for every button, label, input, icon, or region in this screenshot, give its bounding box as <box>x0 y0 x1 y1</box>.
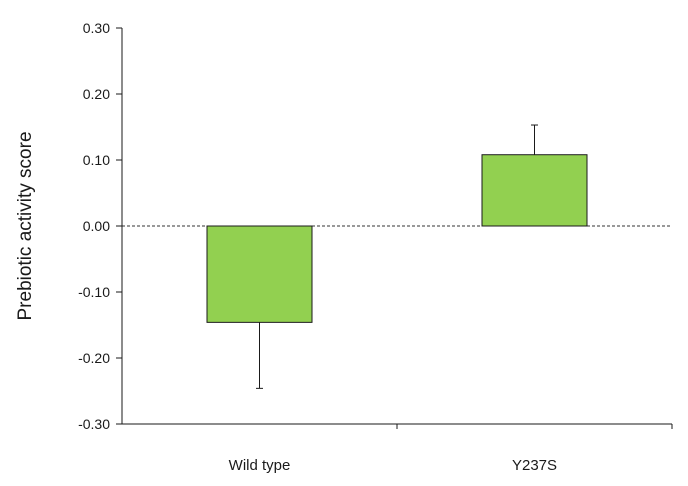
x-tick-label: Y237S <box>512 457 557 474</box>
y-tick-label: -0.20 <box>78 350 110 366</box>
y-tick-labels: -0.30 -0.20 -0.10 0.00 0.10 0.20 0.30 <box>78 20 110 432</box>
x-tick-labels: Wild type Y237S <box>229 457 557 474</box>
y-tick-label: 0.00 <box>83 218 110 234</box>
y-tick-label: 0.10 <box>83 152 110 168</box>
y-tick-label: -0.30 <box>78 416 110 432</box>
y-tick-label: 0.30 <box>83 20 110 36</box>
y-tick-label: -0.10 <box>78 284 110 300</box>
y-tick-label: 0.20 <box>83 86 110 102</box>
bar <box>206 225 313 323</box>
y-axis-title: Prebiotic activity score <box>15 131 36 320</box>
x-tick-label: Wild type <box>229 457 291 474</box>
axes <box>116 27 673 429</box>
error-bars <box>256 124 538 389</box>
bars <box>206 154 588 323</box>
bar <box>481 154 588 227</box>
